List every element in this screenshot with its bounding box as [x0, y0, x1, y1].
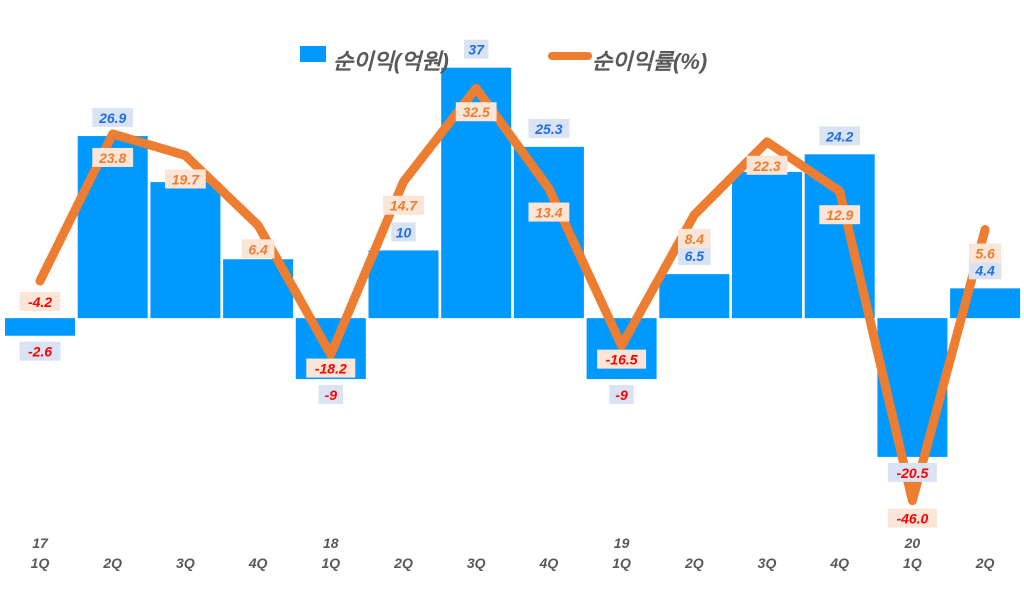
- bar-label: 6.5: [685, 248, 705, 264]
- bar-label: 25.3: [534, 121, 562, 137]
- line-label: 12.9: [826, 207, 853, 223]
- line-label: 6.4: [248, 241, 268, 257]
- quarter-label: 1Q: [612, 555, 631, 571]
- bar-label: 37: [468, 42, 485, 58]
- line-label: 23.8: [98, 150, 126, 166]
- bar: [659, 274, 729, 318]
- bar-label: -20.5: [896, 465, 928, 481]
- quarter-label: 1Q: [321, 555, 340, 571]
- legend-label-bar: 순이익(억원): [333, 49, 449, 74]
- bar-label: 10: [396, 224, 412, 240]
- bar: [732, 172, 802, 318]
- quarter-label: 4Q: [539, 555, 559, 571]
- quarter-label: 2Q: [684, 555, 704, 571]
- line-label: -16.5: [606, 352, 638, 368]
- bar-label: -9: [325, 387, 338, 403]
- line-label: -46.0: [896, 511, 928, 527]
- line-label: -18.2: [315, 361, 347, 377]
- quarter-label: 3Q: [758, 555, 777, 571]
- year-label: 17: [32, 535, 49, 551]
- legend-swatch-bar: [300, 46, 326, 62]
- line-label: 8.4: [685, 231, 705, 247]
- bar: [5, 318, 75, 336]
- line-label: 5.6: [975, 246, 995, 262]
- quarter-label: 2Q: [975, 555, 995, 571]
- quarter-label: 1Q: [903, 555, 922, 571]
- quarter-label: 4Q: [248, 555, 268, 571]
- line-label: 13.4: [535, 205, 562, 221]
- line-label: 14.7: [390, 198, 418, 214]
- line-label: 22.3: [752, 158, 780, 174]
- bar-label: 4.4: [974, 262, 995, 278]
- bar: [369, 250, 439, 318]
- quarter-label: 2Q: [102, 555, 122, 571]
- line-label: -4.2: [28, 294, 52, 310]
- line-label: 19.7: [172, 171, 200, 187]
- bar: [150, 182, 220, 318]
- bar-label: -2.6: [28, 344, 52, 360]
- line-label: 32.5: [463, 104, 490, 120]
- bar-label: 24.2: [825, 128, 853, 144]
- quarter-label: 2Q: [393, 555, 413, 571]
- legend-label-line: 순이익률(%): [592, 49, 707, 74]
- bar-label: -9: [615, 387, 628, 403]
- bar-label: 26.9: [98, 110, 126, 126]
- year-label: 20: [904, 535, 921, 551]
- year-label: 18: [323, 535, 339, 551]
- bar-series: [5, 68, 1020, 457]
- quarter-label: 3Q: [176, 555, 195, 571]
- quarter-label: 1Q: [31, 555, 50, 571]
- quarter-label: 4Q: [829, 555, 849, 571]
- quarter-label: 3Q: [467, 555, 486, 571]
- year-label: 19: [614, 535, 630, 551]
- x-axis: 17 1Q 2Q 3Q 4Q 18 1Q 2Q 3Q 4Q 19 1Q 2Q 3Q 4Q 20 1Q 2Q: [31, 535, 995, 571]
